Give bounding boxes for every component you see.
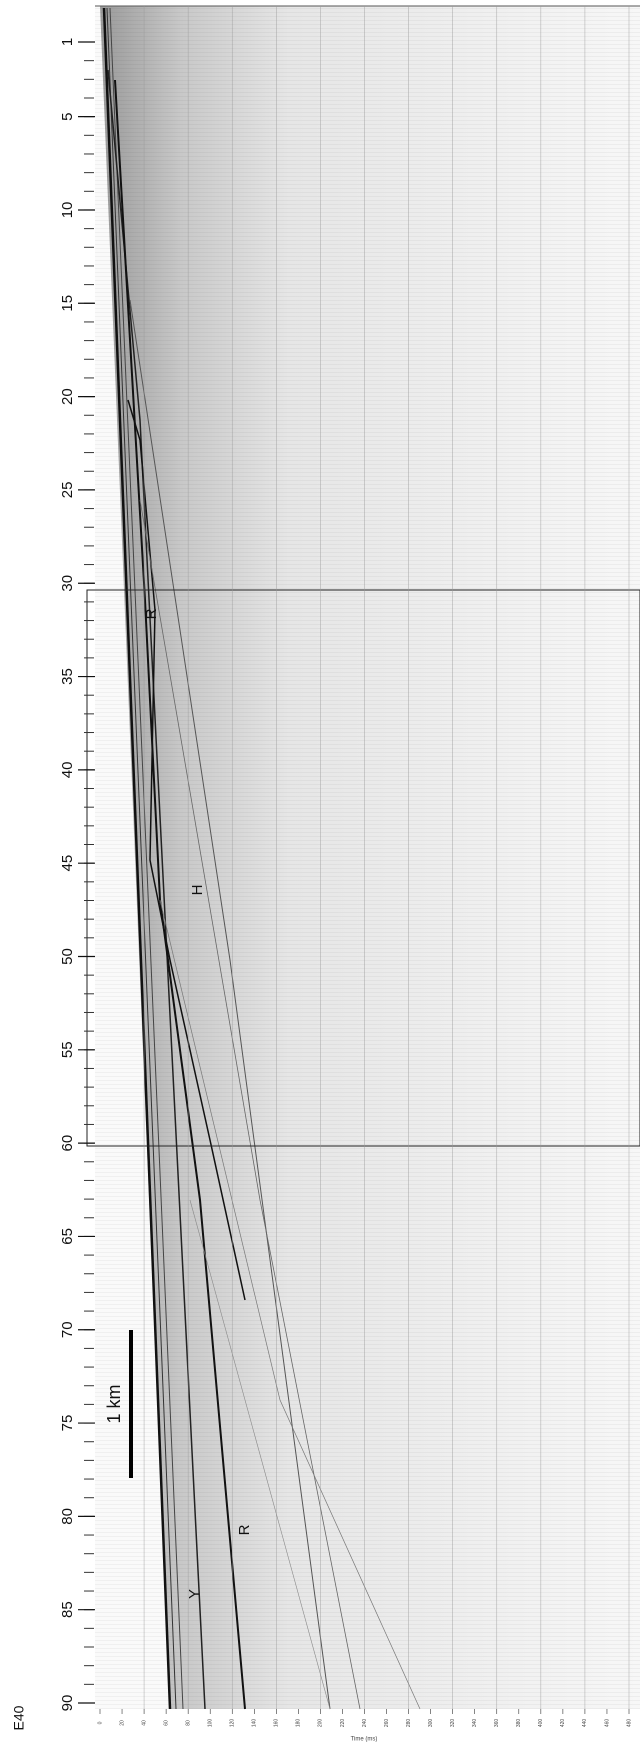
time-tick-label: 200 bbox=[318, 1719, 324, 1728]
trace-tick-label: 90 bbox=[59, 1695, 76, 1712]
time-tick-label: 420 bbox=[560, 1719, 566, 1728]
trace-tick-label: 55 bbox=[59, 1041, 76, 1058]
time-tick-label: 260 bbox=[384, 1719, 390, 1728]
profile-name: E40 bbox=[11, 1705, 27, 1730]
trace-tick-label: 60 bbox=[59, 1135, 76, 1152]
trace-tick-label: 30 bbox=[59, 575, 76, 592]
time-tick-label: 300 bbox=[428, 1719, 434, 1728]
time-tick-label: 20 bbox=[119, 1720, 125, 1726]
horizon-label: R bbox=[143, 608, 160, 619]
trace-tick-label: 35 bbox=[59, 668, 76, 685]
time-tick-label: 80 bbox=[185, 1720, 191, 1726]
trace-tick-label: 40 bbox=[59, 762, 76, 779]
horizon-label: Y bbox=[186, 1589, 203, 1599]
time-tick-label: 400 bbox=[538, 1719, 544, 1728]
time-tick-label: 140 bbox=[252, 1719, 258, 1728]
time-tick-label: 380 bbox=[516, 1719, 522, 1728]
time-tick-label: 320 bbox=[450, 1719, 456, 1728]
time-tick-label: 360 bbox=[494, 1719, 500, 1728]
time-axis-title: Time (ms) bbox=[351, 1737, 378, 1743]
scale-bar-label: 1 km bbox=[104, 1384, 124, 1423]
time-tick-label: 180 bbox=[296, 1719, 302, 1728]
time-tick-label: 160 bbox=[274, 1719, 280, 1728]
trace-tick-label: 15 bbox=[59, 295, 76, 312]
time-tick-label: 480 bbox=[626, 1719, 632, 1728]
time-tick-label: 460 bbox=[604, 1719, 610, 1728]
trace-tick-label: 25 bbox=[59, 482, 76, 499]
trace-tick-label: 10 bbox=[59, 202, 76, 219]
time-tick-label: 220 bbox=[340, 1719, 346, 1728]
time-tick-label: 240 bbox=[362, 1719, 368, 1728]
time-tick-label: 60 bbox=[163, 1720, 169, 1726]
trace-tick-label: 1 bbox=[59, 38, 76, 46]
trace-tick-label: 75 bbox=[59, 1415, 76, 1432]
trace-tick-label: 85 bbox=[59, 1601, 76, 1618]
seismic-profile: 1 km E40 Time (ms) 151015202530354045505… bbox=[0, 0, 640, 1746]
trace-tick-label: 65 bbox=[59, 1228, 76, 1245]
time-tick-label: 440 bbox=[582, 1719, 588, 1728]
trace-tick-label: 5 bbox=[59, 112, 76, 120]
trace-tick-label: 45 bbox=[59, 855, 76, 872]
section-texture bbox=[95, 6, 640, 1709]
time-tick-label: 100 bbox=[208, 1719, 214, 1728]
time-tick-label: 280 bbox=[406, 1719, 412, 1728]
trace-tick-label: 20 bbox=[59, 388, 76, 405]
time-tick-label: 340 bbox=[472, 1719, 478, 1728]
time-tick-label: 40 bbox=[141, 1720, 147, 1726]
time-tick-label: 0 bbox=[97, 1721, 103, 1724]
horizon-label: R bbox=[236, 1524, 253, 1535]
horizon-label: H bbox=[189, 885, 206, 896]
trace-tick-label: 70 bbox=[59, 1321, 76, 1338]
trace-tick-label: 80 bbox=[59, 1508, 76, 1525]
time-tick-label: 120 bbox=[230, 1719, 236, 1728]
trace-tick-label: 50 bbox=[59, 948, 76, 965]
